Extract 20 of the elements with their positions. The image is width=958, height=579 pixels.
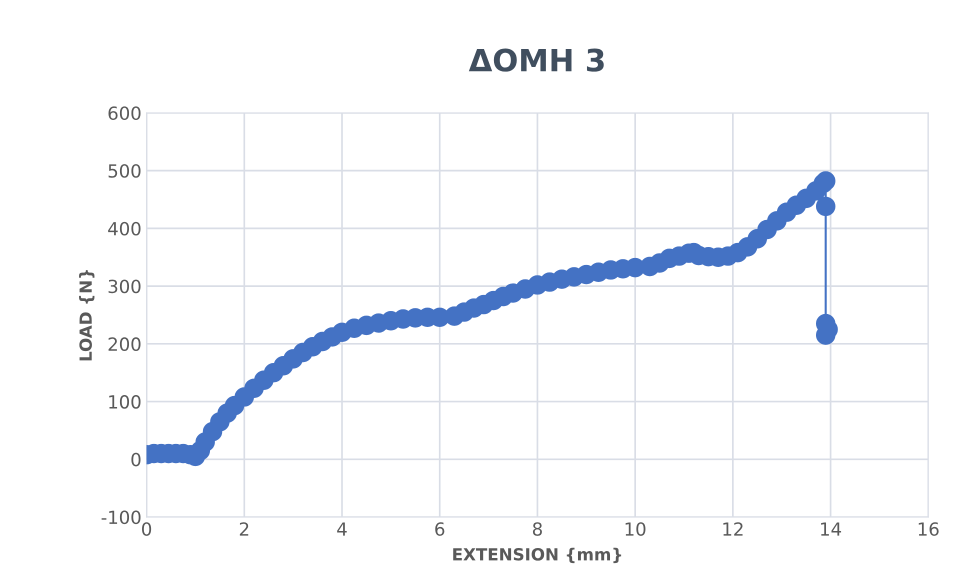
- x-tick-label: 0: [142, 522, 152, 536]
- x-tick-label: 12: [723, 522, 743, 536]
- y-tick-label: 400: [108, 222, 141, 236]
- y-tick-label: 100: [109, 395, 141, 409]
- x-tick-label: 10: [626, 522, 646, 536]
- y-tick-label: -100: [102, 510, 141, 524]
- y-tick-label: 600: [108, 106, 141, 120]
- y-tick-label: 200: [108, 337, 141, 351]
- x-tick-label: 6: [435, 522, 444, 536]
- chart-title: ΔΟΜΗ 3: [468, 48, 604, 72]
- x-tick-label: 4: [337, 522, 347, 536]
- x-tick-label: 8: [532, 522, 542, 536]
- y-tick-label: 500: [108, 164, 141, 178]
- x-tick-label: 14: [821, 522, 842, 536]
- x-axis-title: EXTENSION {mm}: [453, 548, 622, 564]
- x-tick-label: 2: [240, 522, 248, 536]
- y-tick-label: 0: [131, 452, 141, 466]
- y-tick-label: 300: [108, 280, 141, 294]
- x-tick-label: 16: [918, 522, 939, 536]
- y-axis-title: LOAD {N}: [79, 270, 94, 360]
